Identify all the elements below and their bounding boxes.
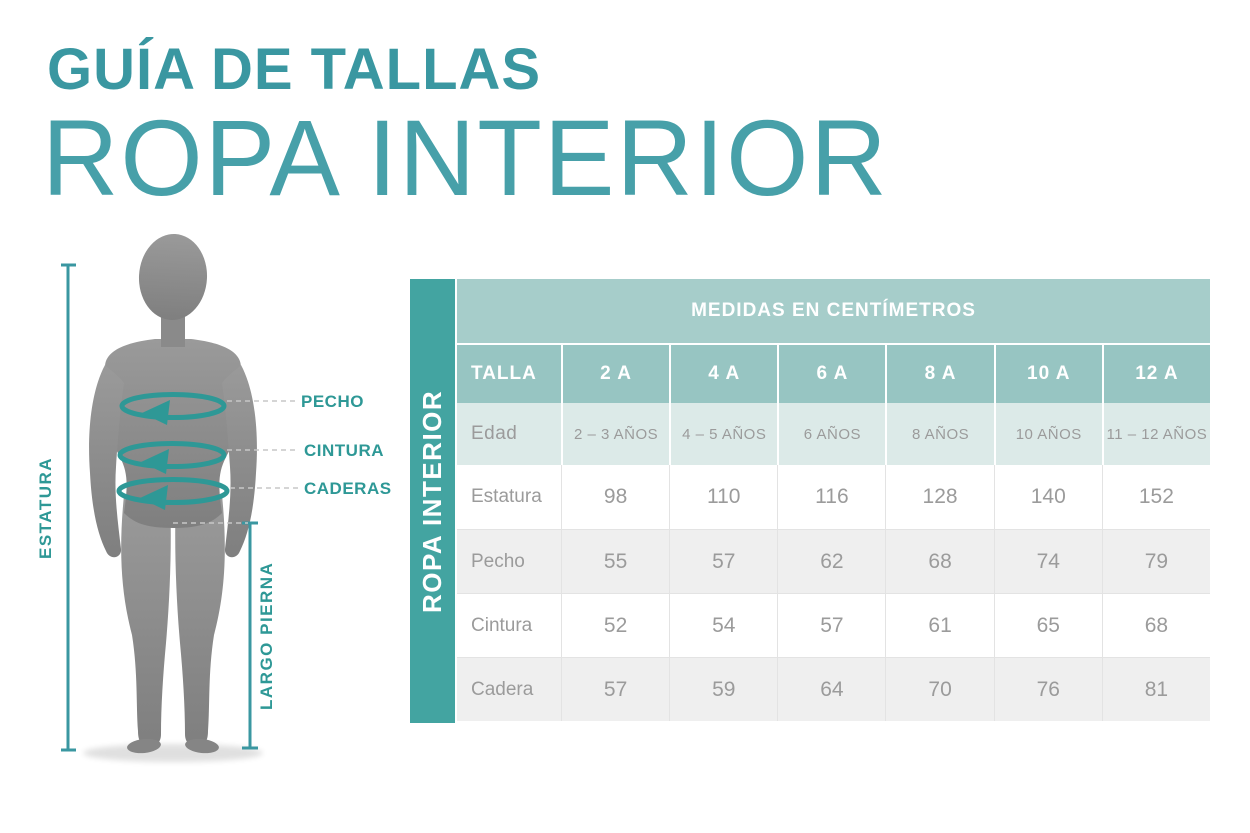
estatura-value: 152 [1101,465,1210,529]
units-header: MEDIDAS EN CENTÍMETROS [457,279,1210,345]
row-label-pecho: Pecho [457,529,561,593]
estatura-value: 116 [777,465,886,529]
estatura-measure-line [61,263,76,752]
estatura-value: 98 [561,465,670,529]
size-col-header: 4 A [669,345,778,403]
mannequin-right-leg [175,495,225,746]
cadera-value: 70 [885,657,994,721]
edad-value: 11 – 12 AÑOS [1101,403,1210,465]
mannequin-left-arm [89,365,124,558]
table-side-strip: ROPA INTERIOR [410,279,455,723]
size-col-header: 10 A [993,345,1102,403]
mannequin-figure [61,234,298,762]
pecho-label: PECHO [301,392,364,411]
edad-value: 8 AÑOS [885,403,994,465]
estatura-value: 128 [885,465,994,529]
cintura-value: 61 [885,593,994,657]
estatura-value: 140 [993,465,1102,529]
cintura-value: 57 [777,593,886,657]
size-col-header: 12 A [1101,345,1210,403]
caderas-label: CADERAS [304,479,392,498]
page-title: GUÍA DE TALLAS [47,37,542,102]
pecho-value: 68 [885,529,994,593]
caderas-girth-arrow [116,477,298,510]
size-col-header: 2 A [561,345,670,403]
cadera-value: 76 [993,657,1102,721]
edad-value: 2 – 3 AÑOS [561,403,670,465]
cadera-value: 81 [1101,657,1210,721]
cadera-value: 64 [777,657,886,721]
row-label-cintura: Cintura [457,593,561,657]
cintura-label: CINTURA [304,441,384,460]
largo-pierna-label: LARGO PIERNA [257,561,276,710]
pecho-value: 62 [777,529,886,593]
cadera-value: 59 [669,657,778,721]
row-label-edad: Edad [457,403,561,465]
size-table: ROPA INTERIOR MEDIDAS EN CENTÍMETROS TAL… [410,279,1210,723]
talla-header: TALLA [457,345,561,403]
size-grid: MEDIDAS EN CENTÍMETROS TALLA 2 A 4 A 6 A… [457,279,1210,723]
cintura-value: 54 [669,593,778,657]
pecho-value: 57 [669,529,778,593]
mannequin-left-leg [121,495,171,746]
cintura-girth-arrow [117,441,298,474]
table-side-label: ROPA INTERIOR [417,389,447,613]
cadera-value: 57 [561,657,670,721]
pecho-girth-arrow [119,392,298,425]
mannequin-head [138,234,208,320]
edad-value: 4 – 5 AÑOS [669,403,778,465]
estatura-value: 110 [669,465,778,529]
cintura-value: 65 [993,593,1102,657]
size-col-header: 8 A [885,345,994,403]
mannequin-right-arm [222,365,257,558]
mannequin-right-foot [185,738,219,754]
mannequin-left-foot [127,738,161,754]
size-col-header: 6 A [777,345,886,403]
row-label-estatura: Estatura [457,465,561,529]
largo-pierna-measure-line [242,521,258,750]
row-label-cadera: Cadera [457,657,561,721]
cintura-value: 68 [1101,593,1210,657]
page-subtitle: ROPA INTERIOR [42,97,889,218]
estatura-label: ESTATURA [36,456,55,559]
floor-shadow [83,744,263,762]
pecho-value: 55 [561,529,670,593]
pecho-value: 79 [1101,529,1210,593]
edad-value: 10 AÑOS [993,403,1102,465]
cintura-value: 52 [561,593,670,657]
edad-value: 6 AÑOS [777,403,886,465]
pecho-value: 74 [993,529,1102,593]
